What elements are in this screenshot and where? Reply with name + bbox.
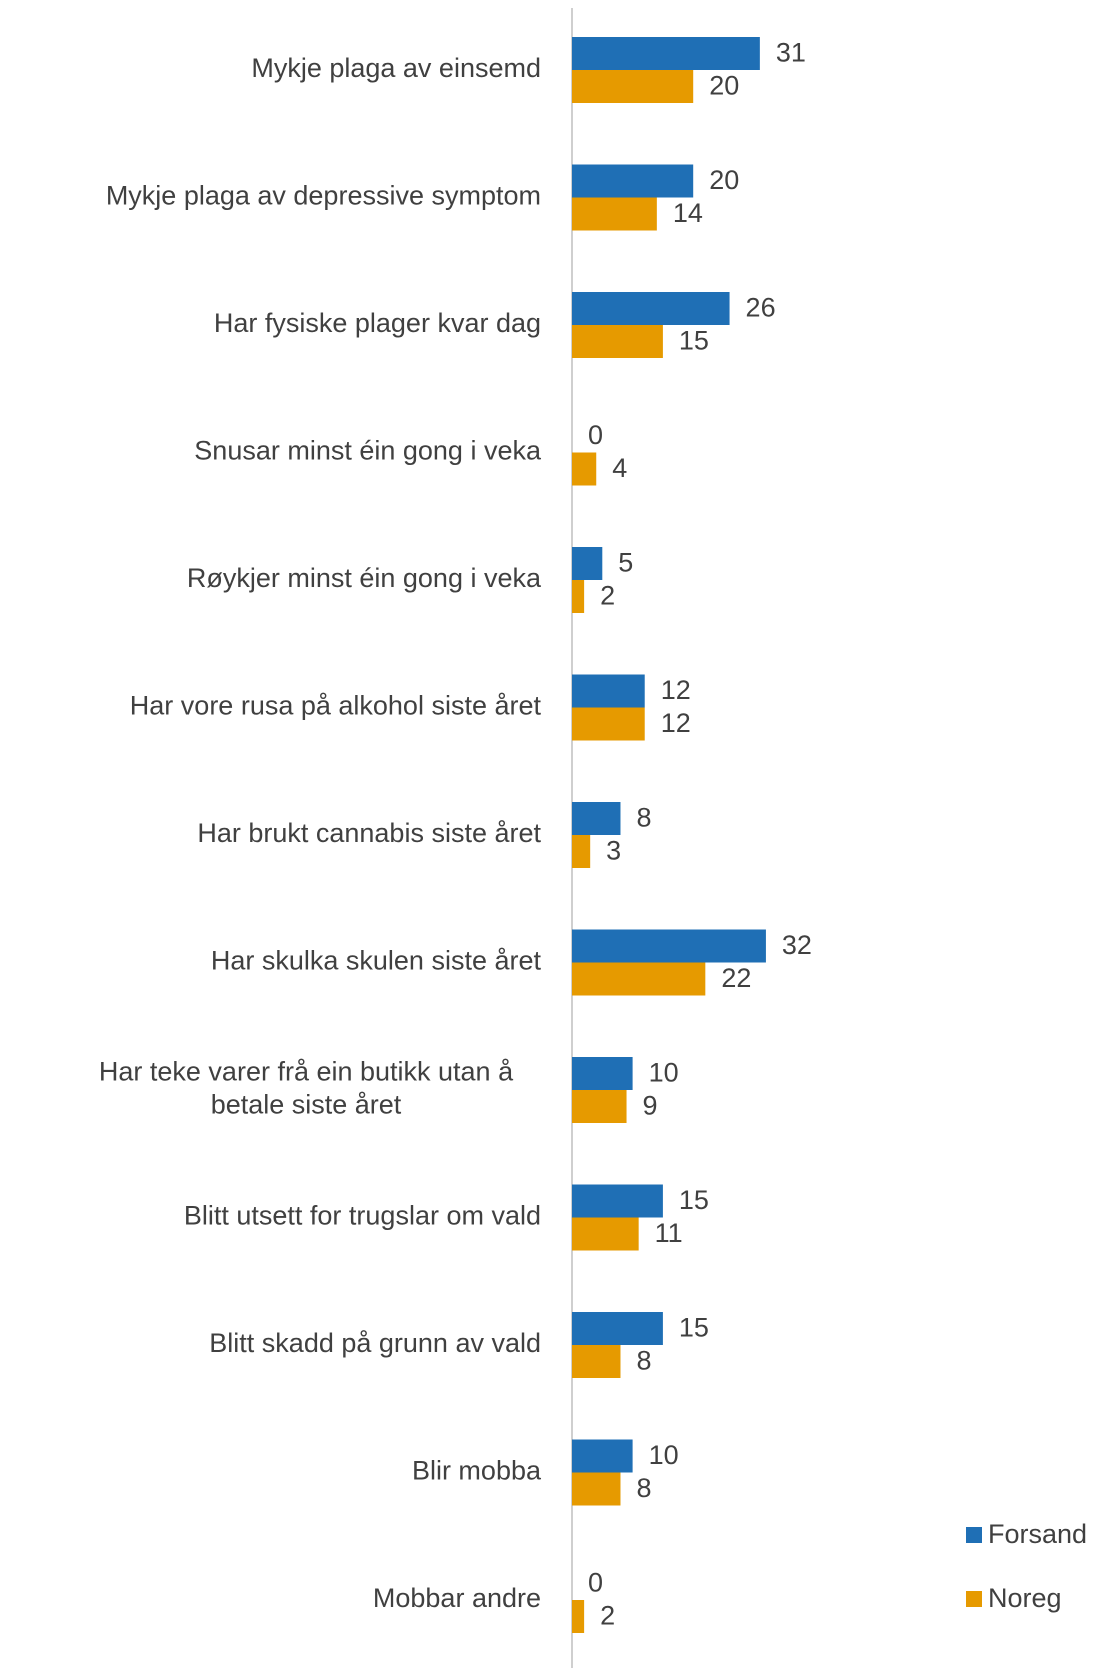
category-label: Mobbar andre: [373, 1583, 541, 1613]
data-label: 3: [606, 836, 621, 866]
bar-forsand: [572, 1439, 633, 1473]
bar-noreg: [572, 580, 585, 613]
data-label: 15: [679, 1313, 709, 1343]
data-label: 8: [636, 1473, 651, 1503]
data-label: 26: [746, 293, 776, 323]
bar-noreg: [572, 835, 591, 868]
bar-forsand: [572, 802, 621, 835]
legend-label-forsand: Forsand: [988, 1519, 1087, 1549]
data-label: 12: [661, 675, 691, 705]
bar-forsand: [572, 1057, 633, 1090]
bar-noreg: [572, 962, 706, 996]
legend-swatch-noreg: [966, 1591, 982, 1607]
category-label: Har teke varer frå ein butikk utan å beta…: [99, 1057, 514, 1120]
data-label: 31: [776, 38, 806, 68]
bar-forsand: [572, 929, 766, 963]
bar-noreg: [572, 1217, 639, 1251]
data-label: 0: [588, 420, 603, 450]
bar-forsand: [572, 674, 645, 708]
data-label: 4: [612, 453, 627, 483]
data-label: 15: [679, 1185, 709, 1215]
category-label: Har brukt cannabis siste året: [197, 818, 541, 848]
bar-noreg: [572, 70, 694, 103]
data-label: 20: [709, 71, 739, 101]
data-label: 9: [643, 1091, 658, 1121]
bar-forsand: [572, 1184, 663, 1218]
bar-forsand: [572, 292, 730, 325]
legend-label-noreg: Noreg: [988, 1583, 1062, 1613]
bar-noreg: [572, 1090, 627, 1123]
data-label: 22: [721, 963, 751, 993]
bar-forsand: [572, 1312, 663, 1345]
bar-noreg: [572, 197, 657, 231]
bar-noreg: [572, 1600, 585, 1633]
category-label: Mykje plaga av einsemd: [251, 53, 541, 83]
category-label: Har skulka skulen siste året: [211, 946, 542, 976]
data-label: 2: [600, 1601, 615, 1631]
data-label: 8: [636, 803, 651, 833]
bar-noreg: [572, 325, 663, 358]
bar-forsand: [572, 37, 760, 70]
legend-swatch-forsand: [966, 1527, 982, 1543]
data-label: 14: [673, 198, 703, 228]
data-label: 2: [600, 581, 615, 611]
bar-noreg: [572, 1345, 621, 1378]
data-label: 12: [661, 708, 691, 738]
data-label: 11: [655, 1218, 683, 1248]
data-label: 8: [636, 1346, 651, 1376]
category-label: Blitt utsett for trugslar om vald: [184, 1201, 541, 1231]
category-label: Har fysiske plager kvar dag: [214, 308, 541, 338]
category-label: Snusar minst éin gong i veka: [194, 436, 542, 466]
category-label: Blir mobba: [412, 1456, 542, 1486]
data-label: 15: [679, 326, 709, 356]
category-label: Røykjer minst éin gong i veka: [187, 563, 542, 593]
bar-noreg: [572, 707, 645, 741]
bar-forsand: [572, 164, 694, 198]
data-label: 10: [649, 1440, 679, 1470]
data-label: 10: [649, 1058, 679, 1088]
bar-noreg: [572, 452, 597, 486]
data-label: 0: [588, 1568, 603, 1598]
data-label: 20: [709, 165, 739, 195]
bar-noreg: [572, 1472, 621, 1506]
category-label: Mykje plaga av depressive symptom: [106, 181, 541, 211]
data-label: 5: [618, 548, 633, 578]
category-label: Blitt skadd på grunn av vald: [209, 1328, 541, 1358]
data-label: 32: [782, 930, 812, 960]
bar-forsand: [572, 547, 603, 580]
category-label: Har vore rusa på alkohol siste året: [130, 691, 542, 721]
